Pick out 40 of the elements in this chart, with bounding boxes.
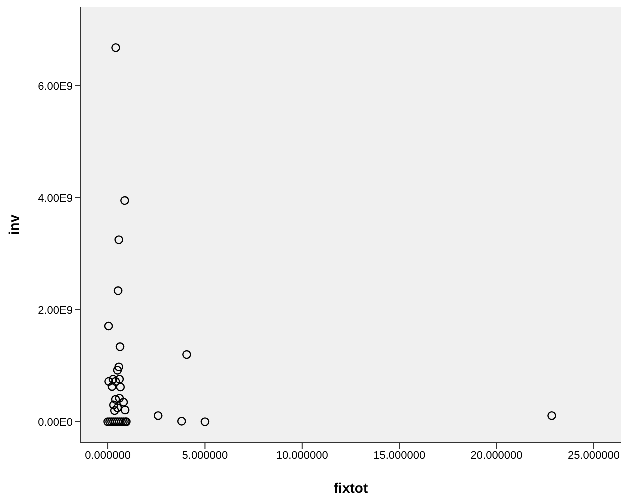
point xyxy=(110,406,120,416)
point xyxy=(114,236,124,244)
point xyxy=(108,375,118,384)
point xyxy=(114,362,124,372)
point xyxy=(109,400,118,410)
point xyxy=(120,196,130,206)
point xyxy=(113,366,122,375)
point xyxy=(104,377,114,386)
point xyxy=(200,418,210,426)
x-tick-label: 25.000000 xyxy=(568,450,620,462)
x-tick-label: 10.000000 xyxy=(276,450,328,462)
point xyxy=(120,406,130,415)
x-tick-label: 5.000000 xyxy=(182,450,228,462)
point xyxy=(115,394,124,403)
point xyxy=(116,382,126,392)
point xyxy=(119,398,128,407)
point xyxy=(177,417,186,426)
point xyxy=(182,350,192,360)
y-axis-title: inv xyxy=(6,214,22,236)
point xyxy=(111,395,120,404)
y-tick-label: 4.00E9 xyxy=(38,192,73,205)
x-tick-label: 0.000000 xyxy=(85,450,131,462)
point xyxy=(106,418,114,426)
point xyxy=(108,382,117,392)
point xyxy=(104,322,114,331)
y-tick-label: 2.00E9 xyxy=(38,304,73,317)
y-tick-label: 0.00E0 xyxy=(38,416,73,429)
point xyxy=(548,411,556,420)
point xyxy=(115,375,124,384)
point xyxy=(111,377,120,386)
point xyxy=(116,342,125,352)
x-axis-title: fixtot xyxy=(334,480,368,496)
point xyxy=(112,43,120,52)
x-tick-label: 15.000000 xyxy=(374,450,426,462)
point xyxy=(114,286,123,296)
y-tick-label: 6.00E9 xyxy=(38,80,73,93)
point xyxy=(104,418,112,426)
x-tick-label: 20.000000 xyxy=(470,450,523,462)
point xyxy=(113,404,122,412)
point xyxy=(154,411,163,420)
